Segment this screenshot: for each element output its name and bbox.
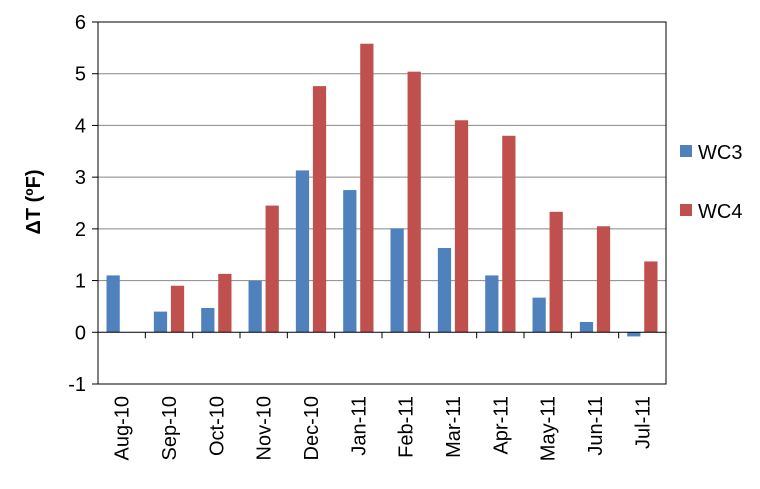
y-tick-label: 6 [75, 12, 86, 34]
legend-swatch-wc3 [680, 145, 692, 157]
plot-frame [97, 21, 667, 385]
y-tick-label: 0 [75, 322, 86, 344]
bar-wc4-may-11 [549, 211, 563, 333]
x-tick-label: Apr-11 [490, 396, 512, 455]
legend: WC3 WC4 [680, 142, 742, 223]
x-tick-labels: Aug-10 Sep-10 Oct-10 Nov-10 Dec-10 Jan-11 Feb-… [112, 396, 655, 461]
bar-wc3-oct-10 [201, 307, 215, 333]
bar-wc4-feb-11 [407, 71, 421, 333]
x-tick-label: Aug-10 [112, 396, 134, 461]
x-tick-label: Nov-10 [254, 396, 276, 460]
bar-wc4-oct-10 [218, 273, 232, 333]
y-tick-labels: -1 0 1 2 3 4 5 6 [68, 12, 86, 396]
x-tick-label: Sep-10 [159, 396, 181, 461]
bar-wc3-sep-10 [153, 311, 168, 333]
x-tick-label: Mar-11 [443, 396, 465, 458]
bar-wc3-nov-10 [248, 280, 262, 333]
bar-wc4-nov-10 [265, 205, 279, 333]
y-tick-label: 3 [75, 167, 86, 189]
y-tick-label: -1 [68, 374, 86, 396]
bar-wc3-may-11 [532, 297, 546, 333]
bar-wc4-mar-11 [454, 120, 469, 333]
x-tick-label: Jul-11 [632, 396, 654, 449]
bar-wc4-jun-11 [596, 226, 611, 333]
bar-wc4-apr-11 [502, 135, 516, 333]
axes [92, 21, 667, 385]
gridlines [98, 21, 666, 282]
bar-wc3-jul-11 [627, 332, 641, 337]
bar-wc4-jan-11 [360, 43, 374, 333]
legend-label-wc3: WC3 [698, 142, 742, 164]
bar-wc3-mar-11 [437, 247, 452, 333]
y-tick-label: 4 [75, 115, 86, 137]
x-tick-label: Jun-11 [585, 396, 607, 456]
y-tick-label: 5 [75, 64, 86, 86]
y-tick-label: 2 [75, 219, 86, 241]
x-tick-label: Oct-10 [206, 396, 228, 456]
bar-wc3-feb-11 [390, 228, 404, 333]
bar-wc3-aug-10 [106, 275, 120, 333]
legend-swatch-wc4 [680, 204, 692, 216]
bar-wc4-sep-10 [170, 285, 185, 333]
x-tick-label: Jan-11 [348, 396, 370, 456]
bar-wc3-jun-11 [579, 321, 594, 333]
legend-label-wc4: WC4 [698, 201, 742, 223]
x-tick-label: Feb-11 [396, 396, 418, 458]
bar-wc4-dec-10 [312, 86, 327, 333]
x-tick-label: May-11 [538, 396, 560, 461]
y-axis-label: ΔT (ºF) [23, 170, 45, 235]
bar-wc4-jul-11 [644, 261, 658, 333]
bar-wc3-apr-11 [485, 275, 499, 333]
x-tick-label: Dec-10 [301, 396, 323, 460]
bar-wc3-dec-10 [295, 170, 310, 333]
y-tick-label: 1 [75, 271, 86, 293]
bars [106, 43, 658, 337]
bar-wc3-jan-11 [343, 190, 357, 333]
